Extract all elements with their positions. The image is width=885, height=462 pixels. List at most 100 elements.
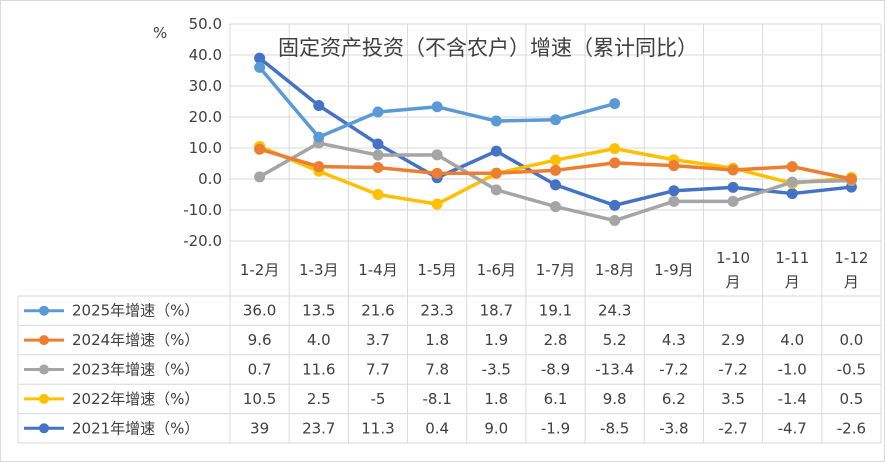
y-tick-label: 40.0 [189, 46, 222, 64]
data-cell: 2.9 [721, 331, 745, 349]
data-cell: 9.8 [603, 390, 627, 408]
data-cell: -8.9 [541, 361, 570, 379]
data-cell: -4.7 [778, 419, 807, 437]
y-axis-ticks: 50.0 40.0 30.0 20.0 10.0 0.0 -10.0 -20.0 [183, 15, 222, 250]
data-point [490, 184, 502, 196]
x-tick-label: 1-5月 [417, 261, 457, 279]
data-cell: 3.5 [721, 390, 745, 408]
data-cell: 1.8 [425, 331, 449, 349]
data-point [313, 100, 325, 112]
data-point [313, 161, 325, 173]
data-cell: -8.5 [600, 419, 629, 437]
y-tick-label: 10.0 [189, 139, 222, 157]
data-point [254, 143, 266, 155]
y-tick-label: 30.0 [189, 77, 222, 95]
data-point [727, 195, 739, 207]
data-point [254, 171, 266, 183]
data-cell: -3.5 [482, 361, 511, 379]
data-point [550, 179, 561, 191]
data-point [313, 131, 325, 143]
data-cell: 3.7 [366, 331, 390, 349]
data-cell: 9.6 [248, 331, 272, 349]
data-cell: 13.5 [302, 302, 335, 320]
x-tick-label: 1-7月 [536, 261, 576, 279]
x-tick-label: 1-10 月 [716, 249, 750, 291]
data-cell: 11.6 [302, 361, 335, 379]
data-table: 1-2月 1-3月 1-4月 1-5月 1-6月 1-7月 1-8月 1-9月 1-10 月 1-1… [24, 249, 868, 437]
data-point [431, 149, 443, 161]
data-point [609, 143, 621, 155]
x-tick-label: 1-8月 [595, 261, 635, 279]
data-point [786, 161, 798, 173]
legend-label: 2022年增速（%） [72, 390, 199, 408]
data-cell: -8.1 [422, 390, 451, 408]
legend-label: 2024年增速（%） [72, 331, 199, 349]
x-tick-label: 1-6月 [477, 261, 517, 279]
data-cell: 21.6 [361, 302, 394, 320]
data-point [490, 145, 502, 157]
data-cell: 11.3 [361, 419, 394, 437]
data-point [490, 167, 502, 179]
y-tick-label: 20.0 [189, 108, 222, 126]
data-cell: -1.9 [541, 419, 570, 437]
data-cell: 2.8 [544, 331, 568, 349]
legend-marker [39, 305, 49, 316]
data-point [431, 101, 443, 113]
data-cell: -7.2 [659, 361, 688, 379]
x-tick-label: 1-11 月 [775, 249, 809, 291]
data-point [550, 154, 561, 166]
legend-label: 2025年增速（%） [72, 302, 199, 320]
data-cell: 6.1 [544, 390, 568, 408]
data-cell: -2.6 [837, 419, 866, 437]
data-point [786, 176, 798, 188]
data-cell: 4.0 [307, 331, 331, 349]
data-point [668, 185, 680, 197]
data-point [431, 167, 443, 179]
data-point [372, 149, 384, 161]
x-tick-label: 1-3月 [299, 261, 339, 279]
data-cell: 7.8 [425, 361, 449, 379]
data-cell: 6.2 [662, 390, 686, 408]
legend-marker [39, 423, 49, 434]
x-tick-label: 1-12 月 [834, 249, 868, 291]
data-cell: -1.4 [778, 390, 807, 408]
data-point [668, 195, 680, 207]
data-point [609, 157, 621, 169]
legend-marker [39, 393, 49, 404]
data-cell: 5.2 [603, 331, 627, 349]
legend-marker [39, 364, 49, 375]
data-cell: 23.7 [302, 419, 335, 437]
data-point [550, 164, 561, 176]
data-point [254, 61, 266, 73]
data-cell: 4.3 [662, 331, 686, 349]
x-tick-label: 1-4月 [358, 261, 398, 279]
y-tick-label: 0.0 [198, 170, 222, 188]
data-cell: 19.1 [539, 302, 572, 320]
data-cell: 0.7 [248, 361, 272, 379]
data-point [372, 106, 384, 118]
data-cell: -3.8 [659, 419, 688, 437]
data-cell: 39 [250, 419, 269, 437]
data-cell: -2.7 [718, 419, 747, 437]
data-cell: 4.0 [780, 331, 804, 349]
data-cell: -0.5 [837, 361, 866, 379]
data-point [372, 138, 384, 150]
data-point [550, 201, 561, 213]
data-cell: 1.8 [484, 390, 508, 408]
data-cell: -13.4 [595, 361, 634, 379]
data-point [372, 189, 384, 200]
data-point [254, 52, 266, 64]
data-cell: 2.5 [307, 390, 331, 408]
y-tick-label: -10.0 [183, 201, 222, 219]
data-cell: 23.3 [420, 302, 453, 320]
data-cell: -5 [370, 390, 385, 408]
data-cell: -1.0 [778, 361, 807, 379]
grid-lines [17, 23, 882, 444]
data-point [490, 115, 502, 127]
data-point [609, 215, 621, 227]
data-point [609, 199, 621, 211]
data-cell: 9.0 [484, 419, 508, 437]
data-cell: -7.2 [718, 361, 747, 379]
data-cell: 36.0 [243, 302, 276, 320]
